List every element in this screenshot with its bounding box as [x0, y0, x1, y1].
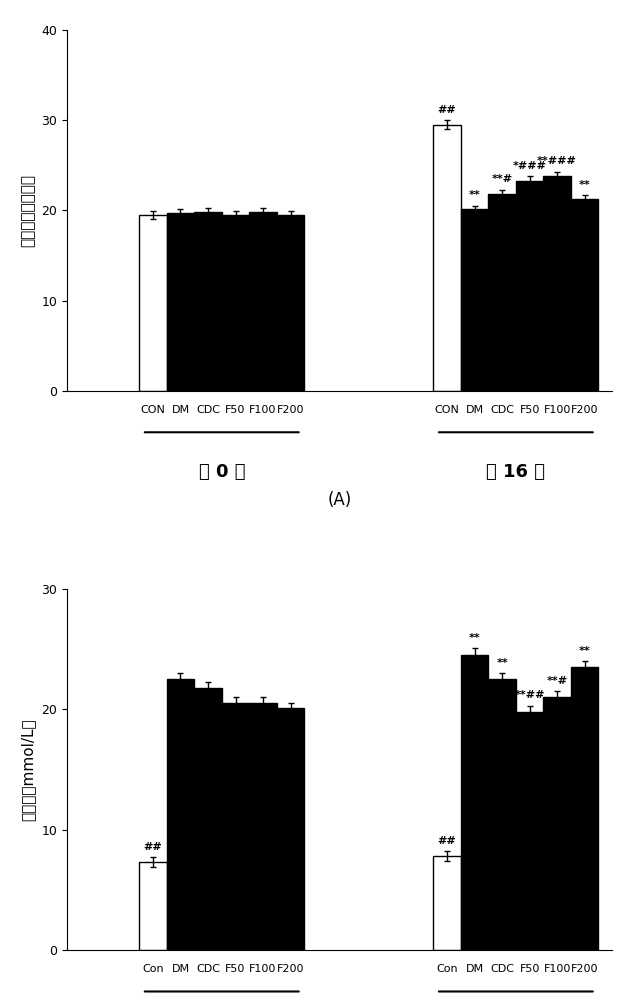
Text: F50: F50 [225, 964, 246, 974]
Bar [222, 703, 249, 950]
Bar [249, 212, 277, 391]
Text: *###: *### [513, 161, 547, 171]
Text: **###: **### [537, 156, 577, 166]
Bar [194, 212, 222, 391]
Text: DM: DM [465, 964, 484, 974]
Text: ##: ## [437, 836, 456, 846]
Bar [139, 215, 166, 391]
Text: **#: **# [546, 676, 568, 686]
Text: F100: F100 [249, 964, 277, 974]
Text: 第 0 周: 第 0 周 [199, 463, 245, 481]
Y-axis label: 体重（单位：克）: 体重（单位：克） [21, 174, 36, 247]
Text: F50: F50 [520, 405, 540, 415]
Text: CDC: CDC [490, 405, 514, 415]
Text: ##: ## [437, 105, 456, 115]
Text: CDC: CDC [196, 964, 220, 974]
Y-axis label: 血糖值（mmol/L）: 血糖值（mmol/L） [21, 718, 36, 821]
Text: F200: F200 [277, 405, 304, 415]
Bar [249, 703, 277, 950]
Text: **: ** [579, 646, 591, 656]
Text: DM: DM [465, 405, 484, 415]
Text: CDC: CDC [490, 964, 514, 974]
Text: F100: F100 [249, 405, 277, 415]
Bar [434, 125, 461, 391]
Text: **: ** [496, 658, 508, 668]
Bar [277, 215, 304, 391]
Bar [194, 688, 222, 950]
Bar [571, 199, 598, 391]
Text: ##: ## [144, 842, 162, 852]
Bar [488, 194, 516, 391]
Text: CON: CON [141, 405, 165, 415]
Bar [543, 697, 571, 950]
Text: **: ** [468, 190, 480, 200]
Bar [516, 181, 543, 391]
Text: **: ** [579, 180, 591, 190]
Bar [461, 655, 488, 950]
Text: Con: Con [436, 964, 458, 974]
Bar [488, 679, 516, 950]
Bar [543, 176, 571, 391]
Text: F200: F200 [277, 964, 304, 974]
Text: F200: F200 [571, 405, 598, 415]
Bar [571, 667, 598, 950]
Bar [277, 708, 304, 950]
Text: F50: F50 [520, 964, 540, 974]
Text: F100: F100 [544, 405, 571, 415]
Bar [166, 679, 194, 950]
Text: Con: Con [142, 964, 164, 974]
Text: DM: DM [172, 405, 189, 415]
Text: **##: **## [515, 690, 545, 700]
Text: **#: **# [492, 174, 513, 184]
Bar [139, 862, 166, 950]
Bar [166, 213, 194, 391]
Text: F200: F200 [571, 964, 598, 974]
Bar [222, 215, 249, 391]
Text: (A): (A) [327, 491, 352, 509]
Text: F50: F50 [225, 405, 246, 415]
Text: DM: DM [172, 964, 189, 974]
Text: **: ** [468, 633, 480, 643]
Bar [516, 712, 543, 950]
Text: CON: CON [435, 405, 460, 415]
Bar [434, 856, 461, 950]
Text: CDC: CDC [196, 405, 220, 415]
Text: 第 16 周: 第 16 周 [486, 463, 546, 481]
Text: F100: F100 [544, 964, 571, 974]
Bar [461, 209, 488, 391]
